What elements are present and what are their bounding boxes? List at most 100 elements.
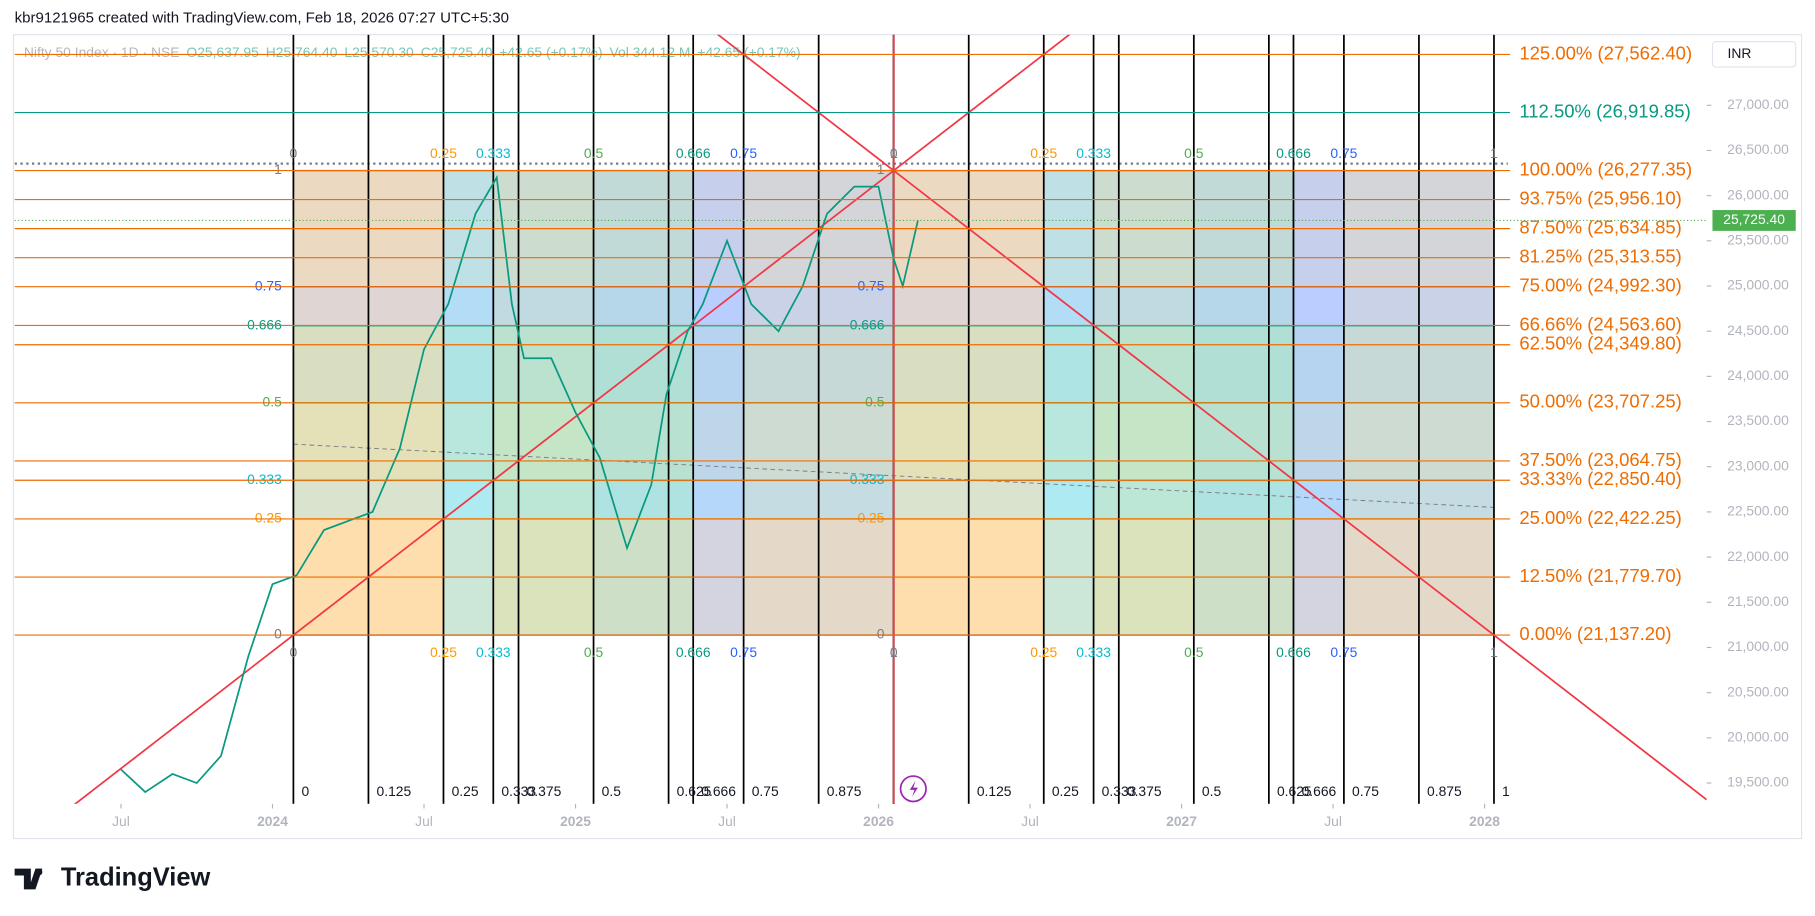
legend-symbol: Nifty 50 Index · 1D · NSE [24,44,180,60]
x-tick-label: 2025 [560,813,591,829]
time-ratio-bottom: 0.666 [676,644,711,660]
y-tick-label: 25,500.00 [1727,231,1789,247]
fib-label: 112.50% (26,919.85) [1519,100,1690,121]
x-tick-label: 2026 [863,813,894,829]
box-ratio-label: 0.666 [850,316,885,332]
time-zone-label: 0.375 [1127,783,1162,799]
time-ratio-bottom: 0.666 [1276,644,1311,660]
time-zone-label: 0.375 [527,783,562,799]
logo: TradingView [14,864,211,892]
time-ratio-bottom: 0.333 [476,644,511,660]
time-ratio-top: 0.333 [476,145,511,161]
fib-label: 37.50% (23,064.75) [1519,449,1682,470]
fib-label: 125.00% (27,562.40) [1519,42,1692,63]
y-tick-label: 20,000.00 [1727,729,1789,745]
legend-high: H25,764.40 [266,44,338,60]
y-tick-label: 20,500.00 [1727,683,1789,699]
x-tick-label: Jul [718,813,736,829]
x-tick-label: Jul [415,813,433,829]
time-ratio-bottom: 0 [890,644,898,660]
box-ratio-label: 0.75 [255,277,282,293]
box-ratio-label: 1 [877,161,885,177]
last-price-box [1712,210,1796,231]
x-tick-label: 2024 [257,813,288,829]
time-zone-label: 1 [1502,783,1510,799]
box-ratio-label: 0.5 [865,393,885,409]
last-price-label: 25,725.40 [1723,211,1785,227]
brand: TradingView [61,864,211,892]
chart-frame [12,34,1803,840]
box-ratio-label: 0.5 [263,393,283,409]
time-ratio-top: 0 [290,145,298,161]
time-ratio-top: 0.75 [1330,145,1357,161]
x-tick-label: Jul [1021,813,1039,829]
y-tick-label: 23,500.00 [1727,412,1789,428]
x-tick-label: Jul [112,813,130,829]
time-zone-label: 0.25 [452,783,479,799]
time-ratio-bottom: 0.25 [1030,644,1057,660]
time-ratio-top: 0.5 [1184,145,1204,161]
time-ratio-bottom: 0.333 [1076,644,1111,660]
time-ratio-top: 1 [1490,145,1498,161]
currency-box[interactable] [1711,41,1797,68]
x-tick-label: Jul [1324,813,1342,829]
time-ratio-bottom: 1 [1490,644,1498,660]
time-zone-label: 0.5 [1202,783,1222,799]
y-tick-label: 21,500.00 [1727,593,1789,609]
time-zone-label: 0.5 [602,783,622,799]
time-ratio-top: 0.25 [430,145,457,161]
time-zone-label: 0.125 [377,783,412,799]
time-ratio-top: 0.5 [584,145,604,161]
events-bolt [909,780,918,797]
fib-label: 81.25% (25,313.55) [1519,246,1682,267]
time-ratio-bottom: 1 [890,644,898,660]
box-ratio-label: 0.25 [255,510,282,526]
y-tick-label: 25,000.00 [1727,277,1789,293]
time-ratio-bottom: 0.75 [730,644,757,660]
legend-open: O25,637.95 [186,44,259,60]
box-ratio-label: 0.666 [247,316,282,332]
fib-label: 75.00% (24,992.30) [1519,275,1682,296]
gann-line [73,34,1071,804]
gann-line [716,34,1707,801]
fib-label: 33.33% (22,850.40) [1519,468,1682,489]
fib-label: 25.00% (22,422.25) [1519,507,1682,528]
box-ratio-label: 0 [877,626,885,642]
time-zone-label: 0.25 [1052,783,1079,799]
price-line [120,174,919,794]
fib-label: 62.50% (24,349.80) [1519,333,1682,354]
time-zone-label: 0.625 [1277,783,1312,799]
fib-label: 50.00% (23,707.25) [1519,391,1682,412]
y-tick-label: 21,000.00 [1727,638,1789,654]
box-ratio-label: 0 [274,626,282,642]
fib-label: 66.66% (24,563.60) [1519,313,1682,334]
time-zone-label: 0 [302,783,310,799]
legend-volume_change: +42.65 (+0.17%) [697,44,800,60]
box-ratio-label: 0.333 [850,471,885,487]
time-zone-label: 0.125 [977,783,1012,799]
time-zone-label: 0.75 [752,783,779,799]
time-ratio-top: 0.666 [1276,145,1311,161]
x-tick-label: 2027 [1166,813,1197,829]
time-ratio-top: 1 [890,145,898,161]
time-zone-label: 0.666 [701,783,736,799]
y-tick-label: 23,000.00 [1727,457,1789,473]
time-ratio-top: 0 [890,145,898,161]
y-tick-label: 22,000.00 [1727,548,1789,564]
y-tick-label: 26,000.00 [1727,186,1789,202]
x-tick-label: 2028 [1469,813,1500,829]
time-ratio-top: 0.666 [676,145,711,161]
time-ratio-bottom: 0.25 [430,644,457,660]
time-ratio-top: 0.75 [730,145,757,161]
currency[interactable]: INR [1728,45,1752,61]
legend-volume: Vol 344.12 M [610,44,691,60]
legend-change: +42.65 (+0.17%) [499,44,602,60]
box-ratio-label: 0.333 [247,471,282,487]
legend: Nifty 50 Index · 1D · NSE O25,637.95 H25,7… [24,44,801,60]
time-zone-label: 0.625 [677,783,712,799]
time-zone-label: 0.875 [1427,783,1462,799]
fib-label: 93.75% (25,956.10) [1519,187,1682,208]
fib-label: 0.00% (21,137.20) [1519,623,1671,644]
